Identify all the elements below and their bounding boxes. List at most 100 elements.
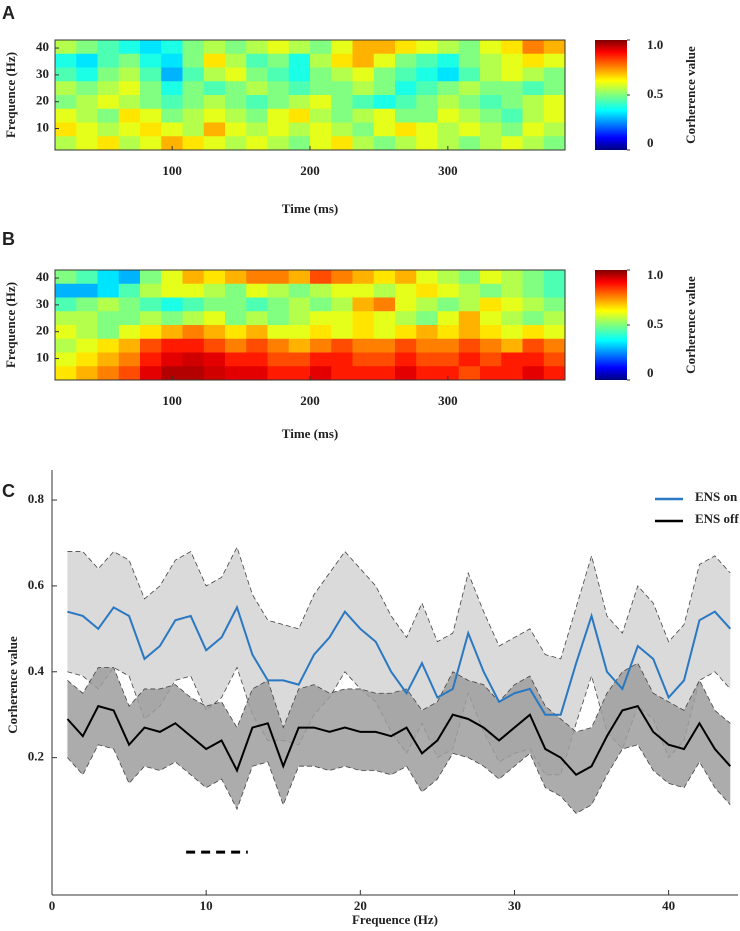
heat-cell xyxy=(288,95,311,110)
colorbar-tick-label: 0.5 xyxy=(647,86,664,101)
heat-cell xyxy=(267,297,290,312)
heat-cell xyxy=(288,67,311,82)
heat-cell xyxy=(480,95,502,110)
heat-cell xyxy=(203,122,226,137)
heat-cell xyxy=(182,270,205,285)
heat-cell xyxy=(480,297,502,312)
heat-cell xyxy=(225,311,247,326)
heat-cell xyxy=(118,122,141,137)
heat-cell xyxy=(352,95,375,110)
heat-cell xyxy=(416,136,438,151)
heat-cell xyxy=(246,297,268,312)
heat-cell xyxy=(118,81,141,96)
heat-cell xyxy=(288,283,311,298)
heat-cell xyxy=(182,95,205,110)
colorbar-label: Corherence value xyxy=(683,46,698,144)
heat-cell xyxy=(97,53,120,68)
y-tick-label: 40 xyxy=(36,269,49,284)
heat-cell xyxy=(458,53,481,68)
heat-cell xyxy=(501,352,523,367)
heat-cell xyxy=(161,325,183,340)
heat-cell xyxy=(246,311,268,326)
heat-cell xyxy=(288,352,311,367)
heat-cell xyxy=(97,338,120,353)
heat-cell xyxy=(140,122,162,137)
heat-cell xyxy=(352,352,375,367)
heat-cell xyxy=(76,338,98,353)
heat-cell xyxy=(522,136,545,151)
heat-cell xyxy=(182,352,205,367)
heat-cell xyxy=(543,366,566,381)
heat-cell xyxy=(288,108,311,123)
heat-cell xyxy=(225,352,247,367)
heat-cell xyxy=(267,53,290,68)
heat-cell xyxy=(55,95,77,110)
heat-cell xyxy=(267,325,290,340)
heat-cell xyxy=(373,81,396,96)
heat-cell xyxy=(203,366,226,381)
heat-cell xyxy=(437,338,460,353)
heat-cell xyxy=(76,283,98,298)
confidence-band xyxy=(67,663,731,814)
heat-cell xyxy=(437,81,460,96)
heat-cell xyxy=(437,325,460,340)
heat-cell xyxy=(352,311,375,326)
heat-cell xyxy=(161,108,183,123)
band-edge xyxy=(67,662,731,733)
x-tick-label: 10 xyxy=(200,898,213,913)
series-line xyxy=(67,604,732,716)
colorbar-tick-label: 0 xyxy=(647,365,654,380)
heat-cell xyxy=(458,81,481,96)
heat-cell xyxy=(522,122,545,137)
heat-cell xyxy=(225,108,247,123)
heat-cell xyxy=(140,108,162,123)
heat-cell xyxy=(437,136,460,151)
y-tick-label: 0.4 xyxy=(28,663,45,678)
heat-cell xyxy=(225,136,247,151)
heat-cell xyxy=(373,40,396,55)
heat-cell xyxy=(501,81,523,96)
heat-cell xyxy=(543,122,566,137)
heat-cell xyxy=(267,136,290,151)
heat-cell xyxy=(352,53,375,68)
heat-cell xyxy=(395,95,417,110)
colorbar-tick-label: 1.0 xyxy=(647,37,663,52)
heat-cell xyxy=(501,108,523,123)
heat-cell xyxy=(331,108,353,123)
heat-cell xyxy=(267,108,290,123)
heat-cell xyxy=(458,122,481,137)
heat-cell xyxy=(246,325,268,340)
heat-cell xyxy=(395,136,417,151)
heat-cell xyxy=(203,40,226,55)
heat-cell xyxy=(395,338,417,353)
heat-cell xyxy=(480,40,502,55)
heat-cell xyxy=(76,297,98,312)
heat-cell xyxy=(97,95,120,110)
heat-cell xyxy=(543,53,566,68)
heat-cell xyxy=(118,108,141,123)
heat-cell xyxy=(225,53,247,68)
heat-cell xyxy=(458,338,481,353)
heat-cell xyxy=(395,283,417,298)
heat-cell xyxy=(225,325,247,340)
heat-cell xyxy=(225,95,247,110)
heat-cell xyxy=(416,67,438,82)
heat-cell xyxy=(246,95,268,110)
x-tick-label: 100 xyxy=(162,393,182,408)
heat-cell xyxy=(501,122,523,137)
heat-cell xyxy=(267,40,290,55)
heat-cell xyxy=(352,136,375,151)
heat-cell xyxy=(118,283,141,298)
heat-cell xyxy=(543,108,566,123)
heat-cell xyxy=(395,108,417,123)
heat-cell xyxy=(331,283,353,298)
heat-cell xyxy=(480,81,502,96)
heat-cell xyxy=(458,297,481,312)
heat-cell xyxy=(310,366,332,381)
heat-cell xyxy=(97,325,120,340)
heat-cell xyxy=(267,352,290,367)
heat-cell xyxy=(543,270,566,285)
heat-cell xyxy=(501,366,523,381)
heat-cell xyxy=(458,325,481,340)
heat-cell xyxy=(416,325,438,340)
